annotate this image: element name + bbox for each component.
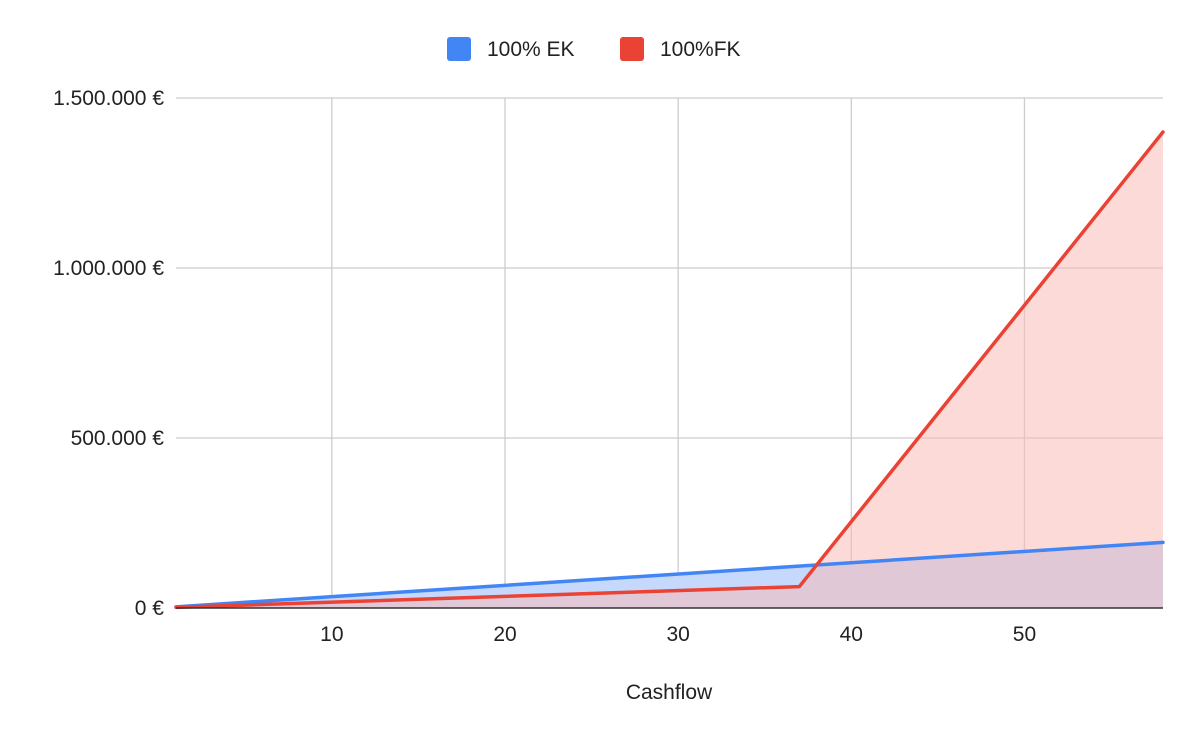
legend-swatch-2 [620,37,644,61]
legend: 100% EK 100%FK [447,37,741,61]
x-tick-label: 50 [1013,623,1036,646]
series-line-2 [174,130,1165,610]
x-axis-title: Cashflow [626,681,713,704]
y-tick-label: 1.500.000 € [53,87,164,110]
series-area-2 [176,132,1163,608]
x-tick-label: 40 [840,623,863,646]
legend-label-2: 100%FK [660,38,741,61]
legend-swatch-1 [447,37,471,61]
axes: 0 € 500.000 € 1.000.000 € 1.500.000 € 10 20 30… [53,87,1163,646]
y-tick-label: 0 € [135,597,165,620]
series-lines [174,130,1165,610]
y-tick-label: 500.000 € [71,427,165,450]
series-line-1 [174,540,1165,609]
x-tick-label: 10 [320,623,343,646]
y-tick-label: 1.000.000 € [53,257,164,280]
x-tick-label: 20 [493,623,516,646]
x-tick-label: 30 [666,623,689,646]
legend-label-1: 100% EK [487,38,575,61]
area-fills [176,132,1163,608]
